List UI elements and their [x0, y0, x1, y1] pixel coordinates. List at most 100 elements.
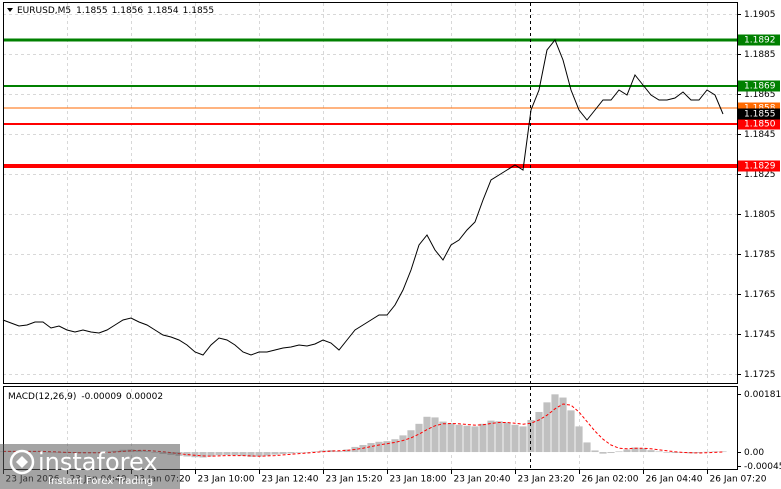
histogram-bar: [399, 435, 407, 453]
histogram-bar: [207, 452, 215, 457]
header-arrow: [7, 8, 13, 12]
chart-header: EURUSD,M5 1.1855 1.1856 1.1854 1.1855: [17, 6, 214, 16]
indicator-header: MACD(12,26,9) -0.00009 0.00002: [8, 392, 163, 402]
y-tick-label: 1.1825: [744, 170, 776, 180]
histogram-bar: [239, 452, 247, 456]
histogram-bar: [287, 452, 295, 454]
histogram-bar: [479, 423, 487, 453]
indicator-macd: -0.00009: [81, 392, 122, 402]
level-label: 1.1850: [744, 120, 776, 130]
histogram-bar: [631, 447, 639, 453]
x-tick-label: 23 Jan 20:40: [454, 475, 511, 485]
x-tick-label: 23 Jan 18:00: [390, 475, 447, 485]
histogram-bar: [703, 451, 711, 453]
histogram-bar: [415, 423, 423, 453]
histogram-bar: [303, 452, 311, 453]
histogram-bar: [599, 452, 607, 454]
histogram-bar: [455, 424, 463, 453]
histogram-bar: [247, 452, 255, 457]
level-label-box: [738, 118, 780, 130]
histogram-bar: [255, 452, 263, 457]
price-label: 1.1855: [744, 110, 776, 120]
histogram-bar: [719, 451, 727, 453]
histogram-bar: [663, 452, 671, 453]
histogram-bar: [311, 451, 319, 453]
main-frame: [3, 2, 738, 384]
histogram-bar: [519, 426, 527, 453]
histogram-bar: [191, 452, 199, 458]
histogram-bar: [495, 421, 503, 453]
level-label: 1.1869: [744, 82, 776, 92]
ohlc-high: 1.1856: [112, 6, 144, 16]
level-label: 1.1829: [744, 162, 776, 172]
indicator-name: MACD(12,26,9): [8, 392, 76, 402]
histogram-bar: [711, 451, 719, 453]
y-tick-label: 1.1805: [744, 210, 776, 220]
histogram-bar: [335, 451, 343, 453]
y-tick-label: 1.1885: [744, 50, 776, 60]
histogram-bar: [503, 422, 511, 453]
y-tick-label: 1.1785: [744, 250, 776, 260]
histogram-bar: [487, 420, 495, 453]
watermark-tagline: Instant Forex Trading: [48, 476, 153, 487]
histogram-bar: [639, 448, 647, 453]
watermark-brand: instaforex: [38, 448, 158, 476]
histogram-bar: [391, 439, 399, 453]
histogram-bar: [615, 451, 623, 453]
histogram-bar: [407, 430, 415, 453]
histogram-bar: [559, 397, 567, 453]
series-line: [2, 39, 724, 356]
histogram-bar: [367, 443, 375, 453]
histogram-bar: [431, 417, 439, 453]
histogram-bar: [231, 452, 239, 456]
y-tick-label: 1.1725: [744, 370, 776, 380]
histogram-bar: [271, 452, 279, 455]
histogram-bar: [439, 421, 447, 453]
histogram-bar: [447, 423, 455, 453]
price-label-box: [738, 108, 780, 120]
ohlc-low: 1.1854: [147, 6, 179, 16]
histogram-bar: [327, 450, 335, 453]
x-tick-label: 26 Jan 02:00: [582, 475, 639, 485]
histogram-bar: [471, 426, 479, 453]
histogram-bar: [463, 425, 471, 453]
x-tick-label: 26 Jan 04:40: [646, 475, 703, 485]
histogram-bar: [655, 451, 663, 453]
histogram-bar: [551, 394, 559, 453]
level-label-box: [738, 34, 780, 46]
y-tick-label: 1.1865: [744, 90, 776, 100]
y-tick-label: -0.00045: [744, 462, 781, 472]
x-tick-label: 23 Jan 12:40: [262, 475, 319, 485]
histogram-bar: [679, 452, 687, 453]
histogram-bar: [543, 402, 551, 453]
symbol: EURUSD,M5: [17, 6, 71, 16]
histogram-bar: [375, 441, 383, 453]
y-tick-label: 0.00: [744, 448, 764, 458]
watermark-icon-inner: [16, 456, 28, 468]
ohlc-close: 1.1855: [183, 6, 215, 16]
histogram-bar: [623, 449, 631, 453]
y-tick-label: 1.1745: [744, 330, 776, 340]
level-label-box: [738, 160, 780, 172]
level-label: 1.1892: [744, 36, 776, 46]
indicator-signal: 0.00002: [126, 392, 163, 402]
histogram-bar: [535, 411, 543, 453]
y-tick-label: 1.1845: [744, 130, 776, 140]
histogram-bar: [263, 452, 271, 456]
histogram-bar: [223, 452, 231, 455]
histogram-bar: [199, 452, 207, 458]
histogram-bar: [215, 452, 223, 456]
histogram-bar: [607, 452, 615, 454]
y-tick-label: 1.1765: [744, 290, 776, 300]
macd-frame: [3, 386, 738, 470]
histogram-bar: [511, 424, 519, 453]
histogram-bar: [671, 452, 679, 454]
histogram-bar: [423, 416, 431, 453]
x-tick-label: 23 Jan 15:20: [326, 475, 383, 485]
histogram-bar: [383, 441, 391, 453]
histogram-bar: [183, 452, 191, 457]
histogram-bar: [695, 452, 703, 454]
